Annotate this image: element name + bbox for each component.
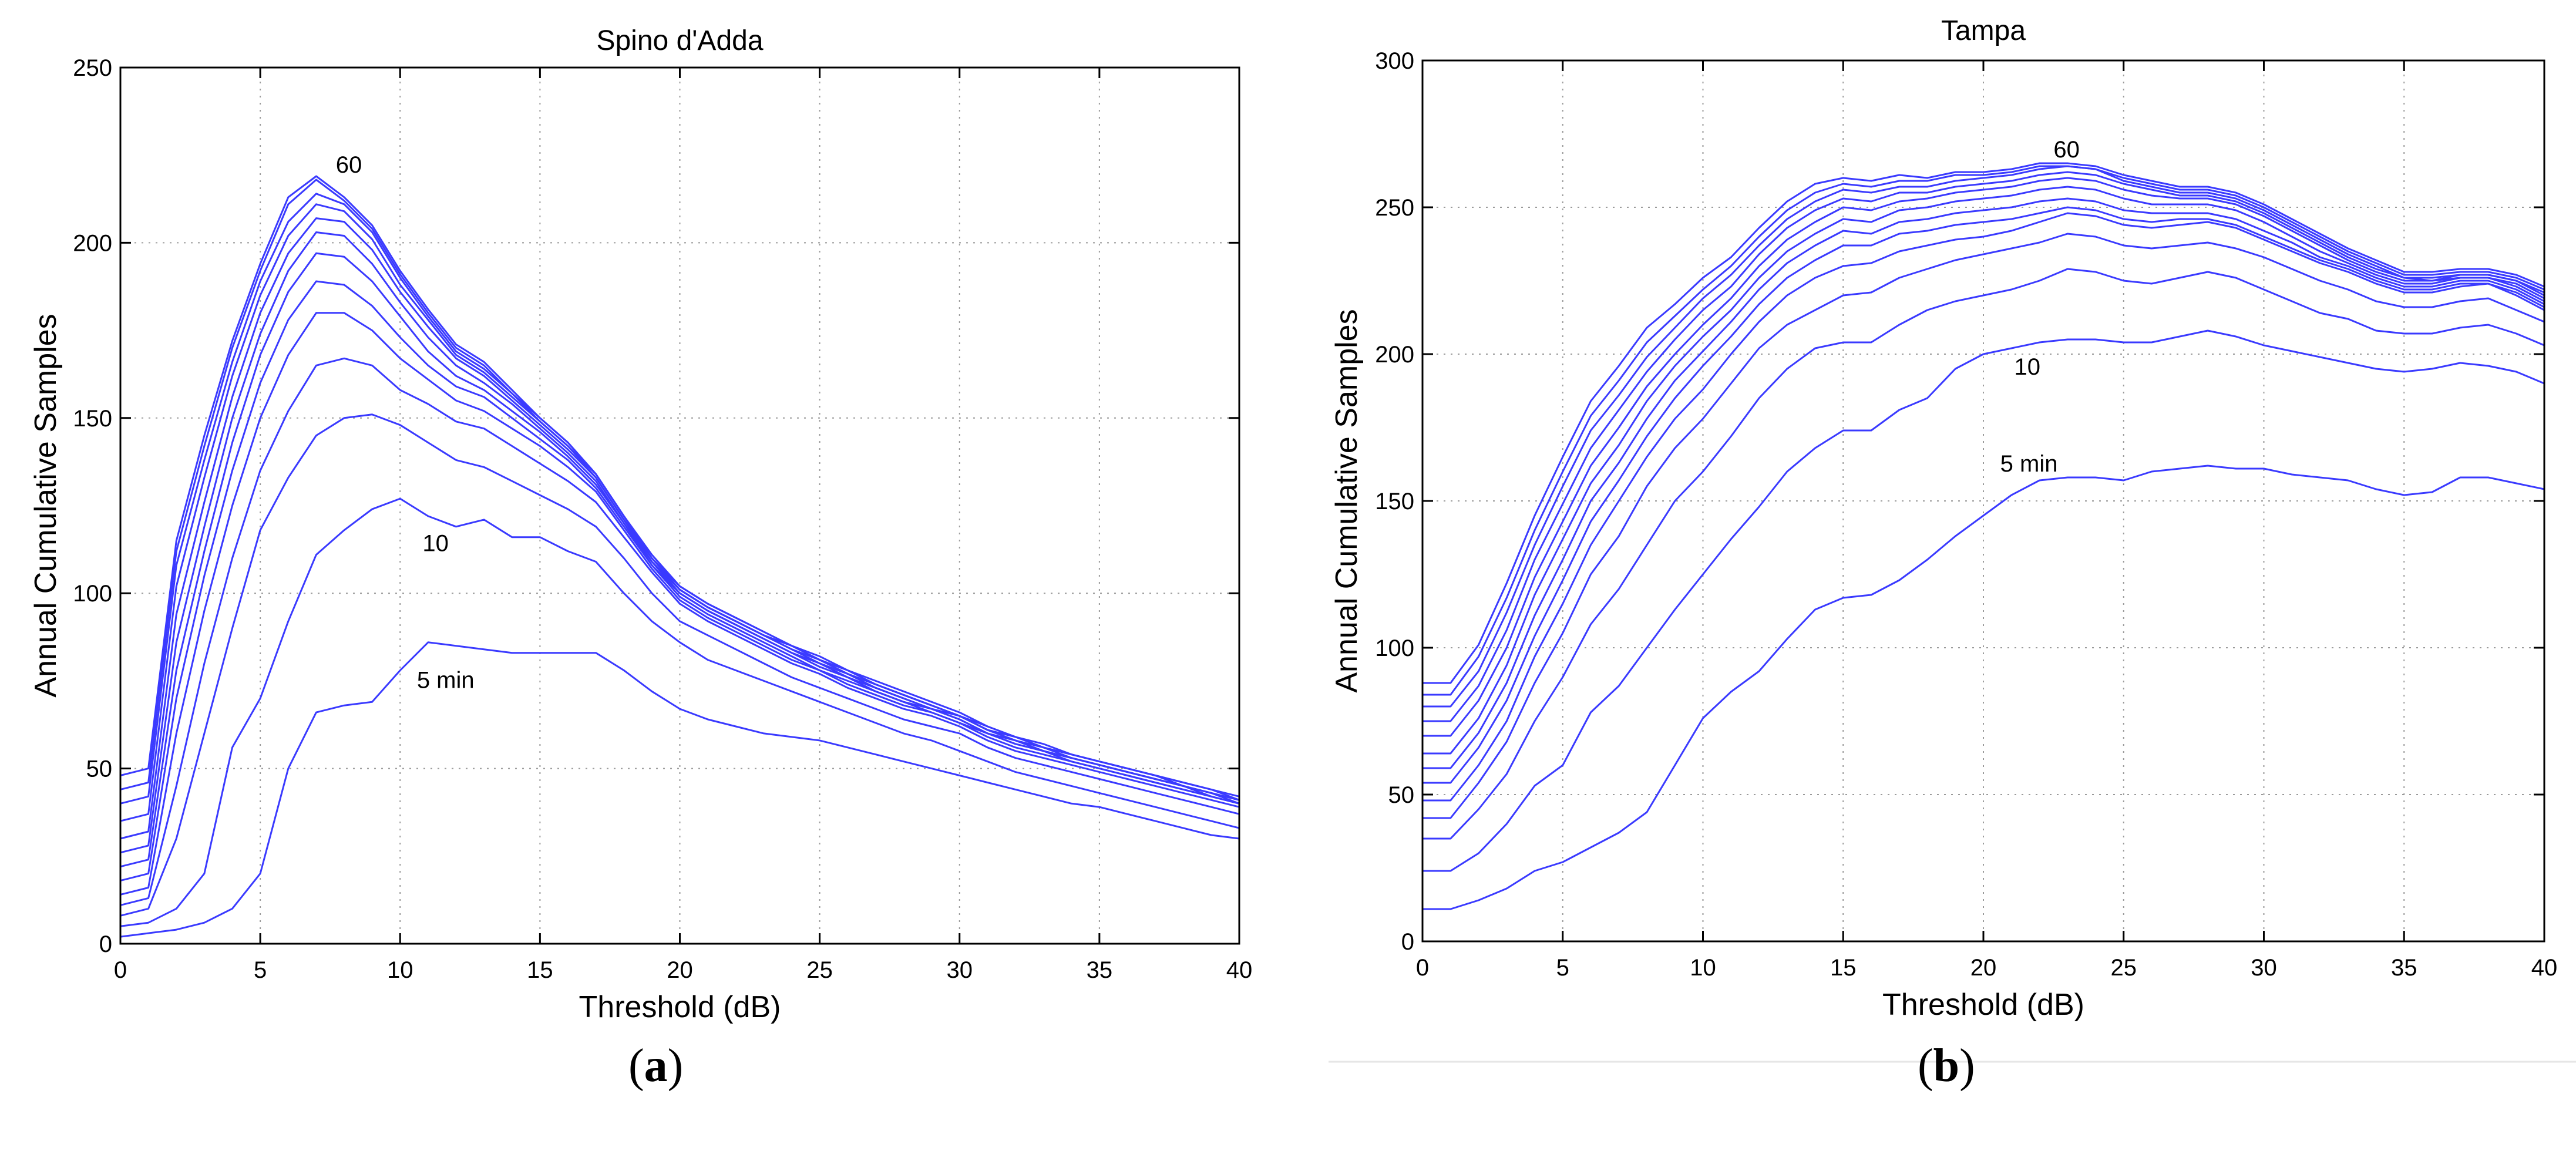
series-line-a-5	[120, 280, 1240, 882]
x-tick-label-a-25: 25	[806, 957, 833, 983]
caption-a: (a)	[628, 1039, 683, 1093]
chart-spino-dadda: 0 5 10 15 20 25 30 35 40 0 50 100 150 200 250 60 10 5 mi…	[29, 25, 1252, 1024]
x-tick-label-b-0: 0	[1416, 955, 1429, 981]
series-a	[120, 175, 1240, 938]
series-line-b-7	[1422, 186, 2545, 755]
tick-labels-a: 0 5 10 15 20 25 30 35 40 0 50 100 150 200 250	[73, 55, 1252, 983]
series-line-a-0	[120, 641, 1240, 938]
x-tick-label-b-40: 40	[2531, 955, 2558, 981]
x-tick-label-b-35: 35	[2391, 955, 2417, 981]
series-line-a-3	[120, 357, 1240, 906]
series-line-b-3	[1422, 233, 2545, 819]
y-tick-label-a-0: 0	[99, 931, 112, 957]
y-tick-label-a-250: 250	[73, 55, 112, 81]
y-tick-label-a-150: 150	[73, 406, 112, 432]
series-line-b-6	[1422, 197, 2545, 769]
annotations-b: 60 10 5 min	[2000, 137, 2080, 477]
y-tick-label-b-200: 200	[1375, 342, 1414, 368]
grid-a	[120, 68, 1239, 944]
y-tick-label-b-250: 250	[1375, 195, 1414, 221]
series-line-b-1	[1422, 329, 2545, 872]
caption-b-letter: b	[1933, 1040, 1960, 1092]
caption-b: (b)	[1918, 1039, 1975, 1093]
x-tick-label-a-5: 5	[254, 957, 267, 983]
y-tick-label-a-50: 50	[86, 756, 113, 782]
series-line-b-2	[1422, 268, 2545, 840]
annotation-a-0: 60	[336, 152, 362, 178]
x-tick-label-a-30: 30	[947, 957, 973, 983]
series-b	[1422, 162, 2545, 910]
chart-tampa: 0 5 10 15 20 25 30 35 40 0 50 100 150 200 250 300 60 10 5…	[1330, 15, 2557, 1022]
tick-labels-b: 0 5 10 15 20 25 30 35 40 0 50 100 150 200 250 300	[1375, 48, 2557, 981]
x-tick-label-b-5: 5	[1556, 955, 1569, 981]
x-tick-label-a-35: 35	[1087, 957, 1113, 983]
series-line-b-9	[1422, 171, 2545, 722]
caption-b-close: )	[1959, 1040, 1975, 1092]
x-tick-label-a-15: 15	[527, 957, 553, 983]
series-line-b-5	[1422, 206, 2545, 784]
y-tick-label-b-150: 150	[1375, 489, 1414, 514]
ticks-b	[1421, 59, 2545, 943]
x-tick-label-a-10: 10	[387, 957, 413, 983]
x-tick-label-a-20: 20	[667, 957, 693, 983]
series-line-b-12	[1422, 162, 2545, 684]
y-tick-label-b-300: 300	[1375, 48, 1414, 74]
series-line-b-10	[1422, 165, 2545, 708]
x-axis-label-a: Threshold (dB)	[579, 990, 781, 1024]
chart-title-b: Tampa	[1941, 15, 2026, 46]
series-line-b-11	[1422, 165, 2545, 696]
x-tick-label-a-40: 40	[1226, 957, 1253, 983]
caption-a-open: (	[628, 1040, 644, 1092]
series-line-b-4	[1422, 212, 2545, 802]
series-line-a-2	[120, 413, 1240, 917]
annotation-b-2: 5 min	[2000, 451, 2058, 477]
x-axis-label-b: Threshold (dB)	[1882, 988, 2084, 1022]
x-tick-label-b-30: 30	[2251, 955, 2277, 981]
annotation-a-1: 10	[422, 531, 449, 557]
x-tick-label-b-25: 25	[2111, 955, 2137, 981]
y-tick-label-a-100: 100	[73, 581, 112, 607]
series-line-b-0	[1422, 465, 2545, 910]
caption-a-close: )	[667, 1040, 684, 1092]
x-tick-label-b-20: 20	[1970, 955, 1997, 981]
caption-a-letter: a	[644, 1040, 668, 1092]
series-line-a-1	[120, 497, 1240, 927]
y-tick-label-b-100: 100	[1375, 635, 1414, 661]
x-tick-label-b-15: 15	[1830, 955, 1857, 981]
x-tick-label-a-0: 0	[114, 957, 127, 983]
caption-b-open: (	[1918, 1040, 1933, 1092]
series-line-b-8	[1422, 177, 2545, 737]
chart-title-a: Spino d'Adda	[596, 25, 763, 56]
y-tick-label-b-0: 0	[1401, 929, 1414, 955]
series-line-a-4	[120, 312, 1240, 896]
annotation-a-2: 5 min	[417, 667, 475, 693]
y-axis-label-b: Annual Cumulative Samples	[1330, 309, 1364, 692]
grid-b	[1422, 60, 2544, 941]
x-tick-label-b-10: 10	[1690, 955, 1716, 981]
ticks-a	[119, 66, 1240, 945]
annotation-b-0: 60	[2053, 137, 2080, 163]
series-line-a-12	[120, 175, 1240, 797]
annotation-b-1: 10	[2015, 354, 2041, 380]
annotations-a: 60 10 5 min	[336, 152, 475, 693]
y-tick-label-a-200: 200	[73, 230, 112, 256]
y-tick-label-b-50: 50	[1388, 782, 1415, 808]
y-axis-label-a: Annual Cumulative Samples	[29, 314, 63, 697]
